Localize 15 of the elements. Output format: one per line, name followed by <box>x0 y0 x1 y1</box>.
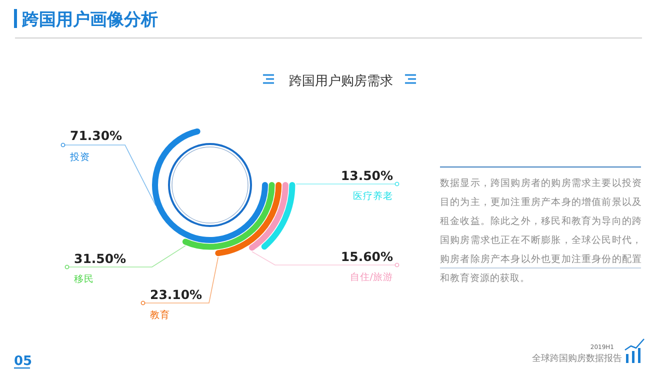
category-label: 教育 <box>150 309 170 321</box>
category-label: 自住/旅游 <box>350 271 393 283</box>
text: 全球跨国购房数据报告 <box>532 353 622 364</box>
text: 跨国用户购房需求 <box>289 73 393 89</box>
data-label: 15.60% <box>340 249 394 264</box>
data-label: 31.50% <box>74 251 127 266</box>
text: 05 <box>14 354 32 369</box>
data-label: 23.10% <box>150 287 203 302</box>
category-label: 投资 <box>69 151 90 163</box>
category-label: 医疗养老 <box>353 190 393 202</box>
data-label: 13.50% <box>340 168 394 183</box>
data-label: 71.30% <box>70 128 123 143</box>
text: 跨国用户画像分析 <box>21 10 158 30</box>
text: 数据显示，跨国购房者的购房需求主要以投资目的为主，更加注重房产本身的增值前景以及租金收益。除此之外，移民和教育为导向的跨国购房需求也正在不断膨胀，全球公民时代，购房者除房产本身以外也更加注重身份的配置和教育资源的获取。 <box>440 177 642 286</box>
category-label: 移民 <box>74 273 94 285</box>
